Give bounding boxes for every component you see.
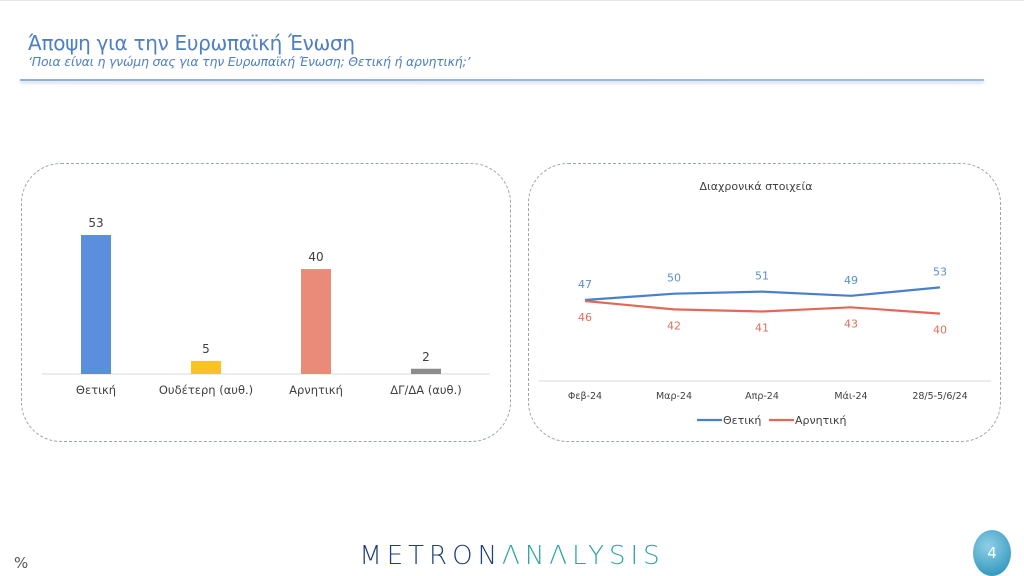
- category-label: Φεβ-24: [568, 391, 602, 402]
- page-subtitle: ‘Ποια είναι η γνώμη σας για την Ευρωπαϊκ…: [28, 54, 471, 69]
- page-title: Άποψη για την Ευρωπαϊκή Ένωση: [28, 31, 355, 55]
- bar-value-label: 53: [88, 216, 103, 230]
- point-value-label: 47: [578, 278, 592, 291]
- category-label: Αρνητική: [289, 383, 343, 397]
- series-line-positive: [584, 286, 941, 302]
- point-value-label: 41: [755, 322, 769, 335]
- point-value-label: 43: [844, 317, 858, 330]
- line-chart-title: Διαχρονικά στοιχεία: [700, 180, 813, 193]
- bar-value-label: 5: [202, 342, 210, 356]
- category-label: Μαρ-24: [656, 391, 692, 402]
- point-value-label: 53: [933, 265, 947, 278]
- category-label: Θετική: [76, 383, 116, 397]
- page-number-badge: 4: [973, 530, 1011, 576]
- top-border: [0, 0, 1024, 1]
- bar-chart-panel: 53 Θετική 5 Ουδέτερη (αυθ.) 40 Αρνητική 2 ΔΓ/ΔΑ…: [21, 163, 511, 442]
- category-label: Απρ-24: [745, 391, 779, 402]
- bar: [411, 368, 441, 374]
- point-value-label: 40: [933, 324, 947, 337]
- point-value-label: 51: [755, 270, 769, 283]
- category-label: 28/5-5/6/24: [912, 391, 967, 402]
- legend-label: Θετική: [723, 414, 761, 427]
- point-value-label: 42: [667, 319, 681, 332]
- line-chart: Διαχρονικά στοιχεία 47 50 51 49 53 46 42 41 43 40 Φ…: [539, 180, 991, 427]
- bar: [81, 235, 111, 374]
- line-chart-panel: Διαχρονικά στοιχεία 47 50 51 49 53 46 42 41 43 40 Φ…: [528, 163, 1001, 442]
- series-line-negative: [584, 299, 941, 315]
- bar-value-label: 2: [422, 350, 430, 364]
- category-label: Μάι-24: [834, 391, 867, 402]
- bar-value-label: 40: [308, 250, 323, 264]
- point-value-label: 49: [844, 274, 858, 287]
- bar: [301, 269, 331, 374]
- point-value-label: 46: [578, 311, 592, 324]
- category-label: ΔΓ/ΔΑ (αυθ.): [390, 383, 461, 397]
- unit-label: %: [14, 554, 29, 572]
- chart-legend: Θετική Αρνητική: [697, 414, 846, 427]
- title-divider: [20, 79, 984, 81]
- bar-chart: 53 Θετική 5 Ουδέτερη (αυθ.) 40 Αρνητική 2 ΔΓ/ΔΑ…: [42, 216, 490, 397]
- point-value-label: 50: [667, 272, 681, 285]
- bar: [191, 360, 221, 374]
- legend-label: Αρνητική: [795, 414, 846, 427]
- metron-analysis-logo: METRONΛNΛLYSIS: [359, 541, 665, 571]
- category-label: Ουδέτερη (αυθ.): [159, 383, 253, 397]
